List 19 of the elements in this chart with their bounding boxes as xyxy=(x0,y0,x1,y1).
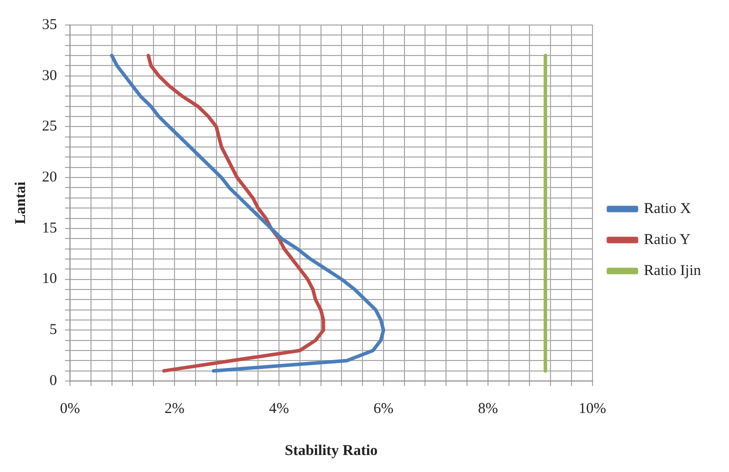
x-tick-label: 4% xyxy=(268,400,289,417)
legend-label: Ratio Ijin xyxy=(644,262,702,279)
y-tick-label: 5 xyxy=(50,322,57,338)
y-tick-label: 0 xyxy=(50,372,57,389)
y-axis-title: Lantai xyxy=(12,182,29,224)
y-tick-label: 30 xyxy=(42,68,57,84)
y-tick-label: 25 xyxy=(42,118,57,135)
y-tick-label: 10 xyxy=(42,271,57,288)
y-tick-label: 35 xyxy=(42,16,57,33)
x-tick-label: 6% xyxy=(373,400,394,417)
y-tick-label: 15 xyxy=(42,220,57,236)
x-tick-label: 2% xyxy=(164,400,184,417)
x-tick-label: 0% xyxy=(60,400,80,417)
legend-label: Ratio Y xyxy=(644,232,691,248)
y-tick-label: 20 xyxy=(42,170,57,186)
legend-label: Ratio X xyxy=(644,200,692,217)
x-tick-label: 8% xyxy=(478,400,498,417)
x-tick-label: 10% xyxy=(578,400,606,417)
x-axis-title: Stability Ratio xyxy=(284,442,378,459)
